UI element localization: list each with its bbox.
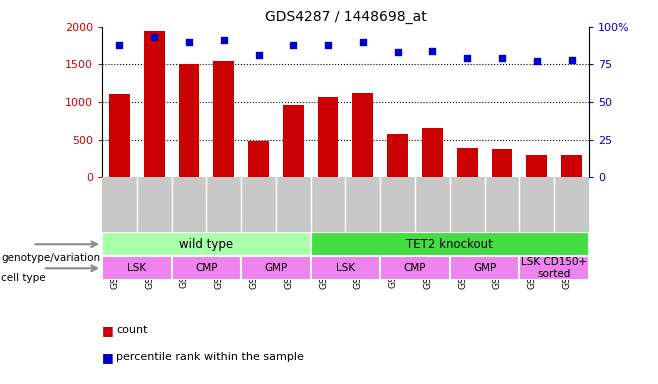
Point — [218, 37, 229, 43]
Text: cell type: cell type — [1, 273, 46, 283]
Point — [323, 42, 334, 48]
Bar — [457, 148, 478, 177]
Title: GDS4287 / 1448698_at: GDS4287 / 1448698_at — [265, 10, 426, 25]
Text: LSK CD150+
sorted: LSK CD150+ sorted — [521, 258, 587, 279]
Point — [497, 55, 507, 61]
Bar — [353, 93, 373, 177]
Bar — [241, 256, 311, 280]
Bar — [109, 94, 130, 177]
Bar — [283, 105, 304, 177]
Point — [184, 39, 194, 45]
Text: ■: ■ — [102, 324, 114, 337]
Text: CMP: CMP — [195, 263, 218, 273]
Bar — [143, 31, 164, 177]
Bar — [380, 256, 450, 280]
Point — [114, 42, 124, 48]
Point — [532, 58, 542, 65]
Text: GMP: GMP — [265, 263, 288, 273]
Bar — [422, 128, 443, 177]
Bar — [311, 232, 589, 256]
Text: CMP: CMP — [404, 263, 426, 273]
Text: TET2 knockout: TET2 knockout — [407, 238, 494, 251]
Bar — [102, 256, 172, 280]
Point — [427, 48, 438, 54]
Bar — [450, 256, 519, 280]
Bar — [213, 61, 234, 177]
Bar — [387, 134, 408, 177]
Point — [392, 50, 403, 56]
Text: LSK: LSK — [336, 263, 355, 273]
Text: GMP: GMP — [473, 263, 496, 273]
Point — [462, 55, 472, 61]
Bar — [318, 97, 338, 177]
Text: ■: ■ — [102, 351, 114, 364]
Text: wild type: wild type — [179, 238, 234, 251]
Point — [357, 39, 368, 45]
Point — [288, 42, 299, 48]
Point — [149, 34, 159, 40]
Bar — [526, 156, 547, 177]
Text: percentile rank within the sample: percentile rank within the sample — [116, 352, 305, 362]
Bar — [492, 149, 513, 177]
Text: count: count — [116, 325, 148, 335]
Bar — [519, 256, 589, 280]
Text: genotype/variation: genotype/variation — [1, 253, 101, 263]
Bar — [248, 141, 269, 177]
Bar — [311, 256, 380, 280]
Point — [567, 57, 577, 63]
Point — [253, 52, 264, 58]
Text: LSK: LSK — [127, 263, 146, 273]
Bar — [172, 256, 241, 280]
Bar — [178, 65, 199, 177]
Bar — [561, 155, 582, 177]
Bar — [102, 232, 311, 256]
